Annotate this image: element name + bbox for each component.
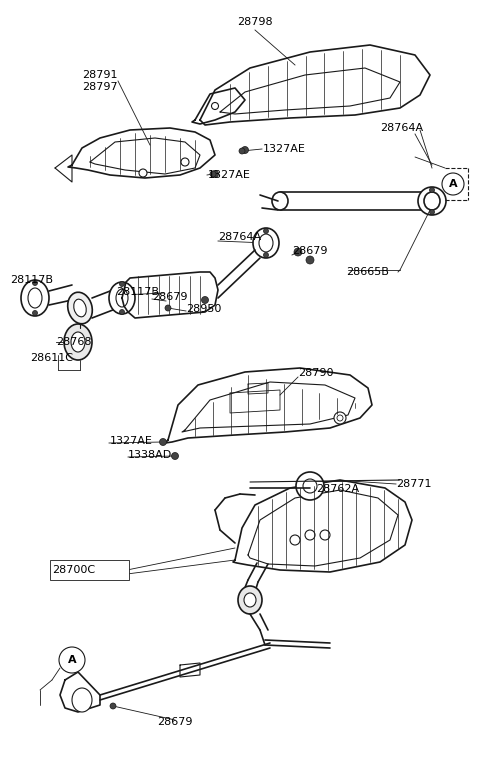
Ellipse shape (272, 192, 288, 210)
Text: 1327AE: 1327AE (208, 170, 251, 180)
Circle shape (212, 171, 218, 177)
Circle shape (110, 703, 116, 709)
Polygon shape (122, 272, 218, 318)
Circle shape (165, 305, 171, 311)
Circle shape (442, 173, 464, 195)
Circle shape (264, 229, 268, 233)
Ellipse shape (71, 332, 85, 352)
Circle shape (305, 530, 315, 540)
Circle shape (320, 530, 330, 540)
Text: 28950: 28950 (186, 304, 221, 314)
Text: 28797: 28797 (82, 82, 118, 92)
Ellipse shape (238, 586, 262, 614)
Text: A: A (68, 655, 76, 665)
Text: 28762A: 28762A (316, 484, 359, 494)
Text: 28665B: 28665B (346, 267, 389, 277)
Text: 28700C: 28700C (52, 565, 95, 575)
Ellipse shape (424, 192, 440, 210)
Circle shape (264, 252, 268, 258)
Text: 1327AE: 1327AE (263, 144, 306, 154)
Circle shape (120, 282, 124, 287)
Text: 28679: 28679 (152, 292, 188, 302)
Text: 1327AE: 1327AE (110, 436, 153, 446)
Ellipse shape (253, 228, 279, 258)
Ellipse shape (296, 472, 324, 500)
Circle shape (212, 103, 218, 109)
Circle shape (430, 187, 434, 193)
Polygon shape (60, 672, 100, 712)
Text: 28771: 28771 (396, 479, 432, 489)
Ellipse shape (28, 288, 42, 308)
Text: 28611C: 28611C (30, 353, 73, 363)
Circle shape (334, 412, 346, 424)
Circle shape (33, 281, 37, 285)
Text: 28790: 28790 (298, 368, 334, 378)
Text: 28764A: 28764A (218, 232, 261, 242)
Text: A: A (449, 179, 457, 189)
Circle shape (337, 415, 343, 421)
Ellipse shape (244, 593, 256, 607)
Text: 28798: 28798 (237, 17, 273, 27)
Text: 1338AD: 1338AD (128, 450, 172, 460)
Text: 28117B: 28117B (10, 275, 53, 285)
Text: 28791: 28791 (82, 70, 118, 80)
Circle shape (294, 248, 302, 256)
Ellipse shape (418, 187, 446, 215)
Circle shape (430, 210, 434, 214)
Circle shape (59, 647, 85, 673)
Ellipse shape (422, 192, 438, 210)
Circle shape (290, 535, 300, 545)
Polygon shape (233, 480, 412, 572)
Polygon shape (192, 88, 245, 124)
Circle shape (241, 147, 249, 154)
Polygon shape (55, 155, 72, 182)
Polygon shape (180, 663, 200, 677)
Text: 28768: 28768 (56, 337, 92, 347)
FancyBboxPatch shape (50, 560, 129, 580)
Ellipse shape (116, 289, 128, 307)
Ellipse shape (64, 324, 92, 360)
Ellipse shape (21, 280, 49, 316)
Circle shape (239, 148, 245, 154)
Ellipse shape (109, 282, 135, 314)
Ellipse shape (68, 292, 92, 324)
Polygon shape (68, 128, 215, 178)
Circle shape (181, 158, 189, 166)
Ellipse shape (72, 688, 92, 712)
Text: 28679: 28679 (292, 246, 327, 256)
Ellipse shape (303, 479, 317, 493)
Polygon shape (200, 45, 430, 125)
Circle shape (159, 438, 167, 445)
Text: 28764A: 28764A (380, 123, 423, 133)
Circle shape (202, 297, 208, 304)
Text: 28117B: 28117B (116, 287, 159, 297)
Circle shape (171, 453, 179, 460)
Circle shape (139, 169, 147, 177)
Text: 28679: 28679 (157, 717, 193, 727)
Polygon shape (165, 368, 372, 443)
Ellipse shape (259, 234, 273, 252)
Circle shape (33, 311, 37, 315)
Circle shape (120, 310, 124, 314)
Circle shape (210, 171, 216, 177)
Circle shape (306, 256, 314, 264)
Ellipse shape (74, 299, 86, 317)
